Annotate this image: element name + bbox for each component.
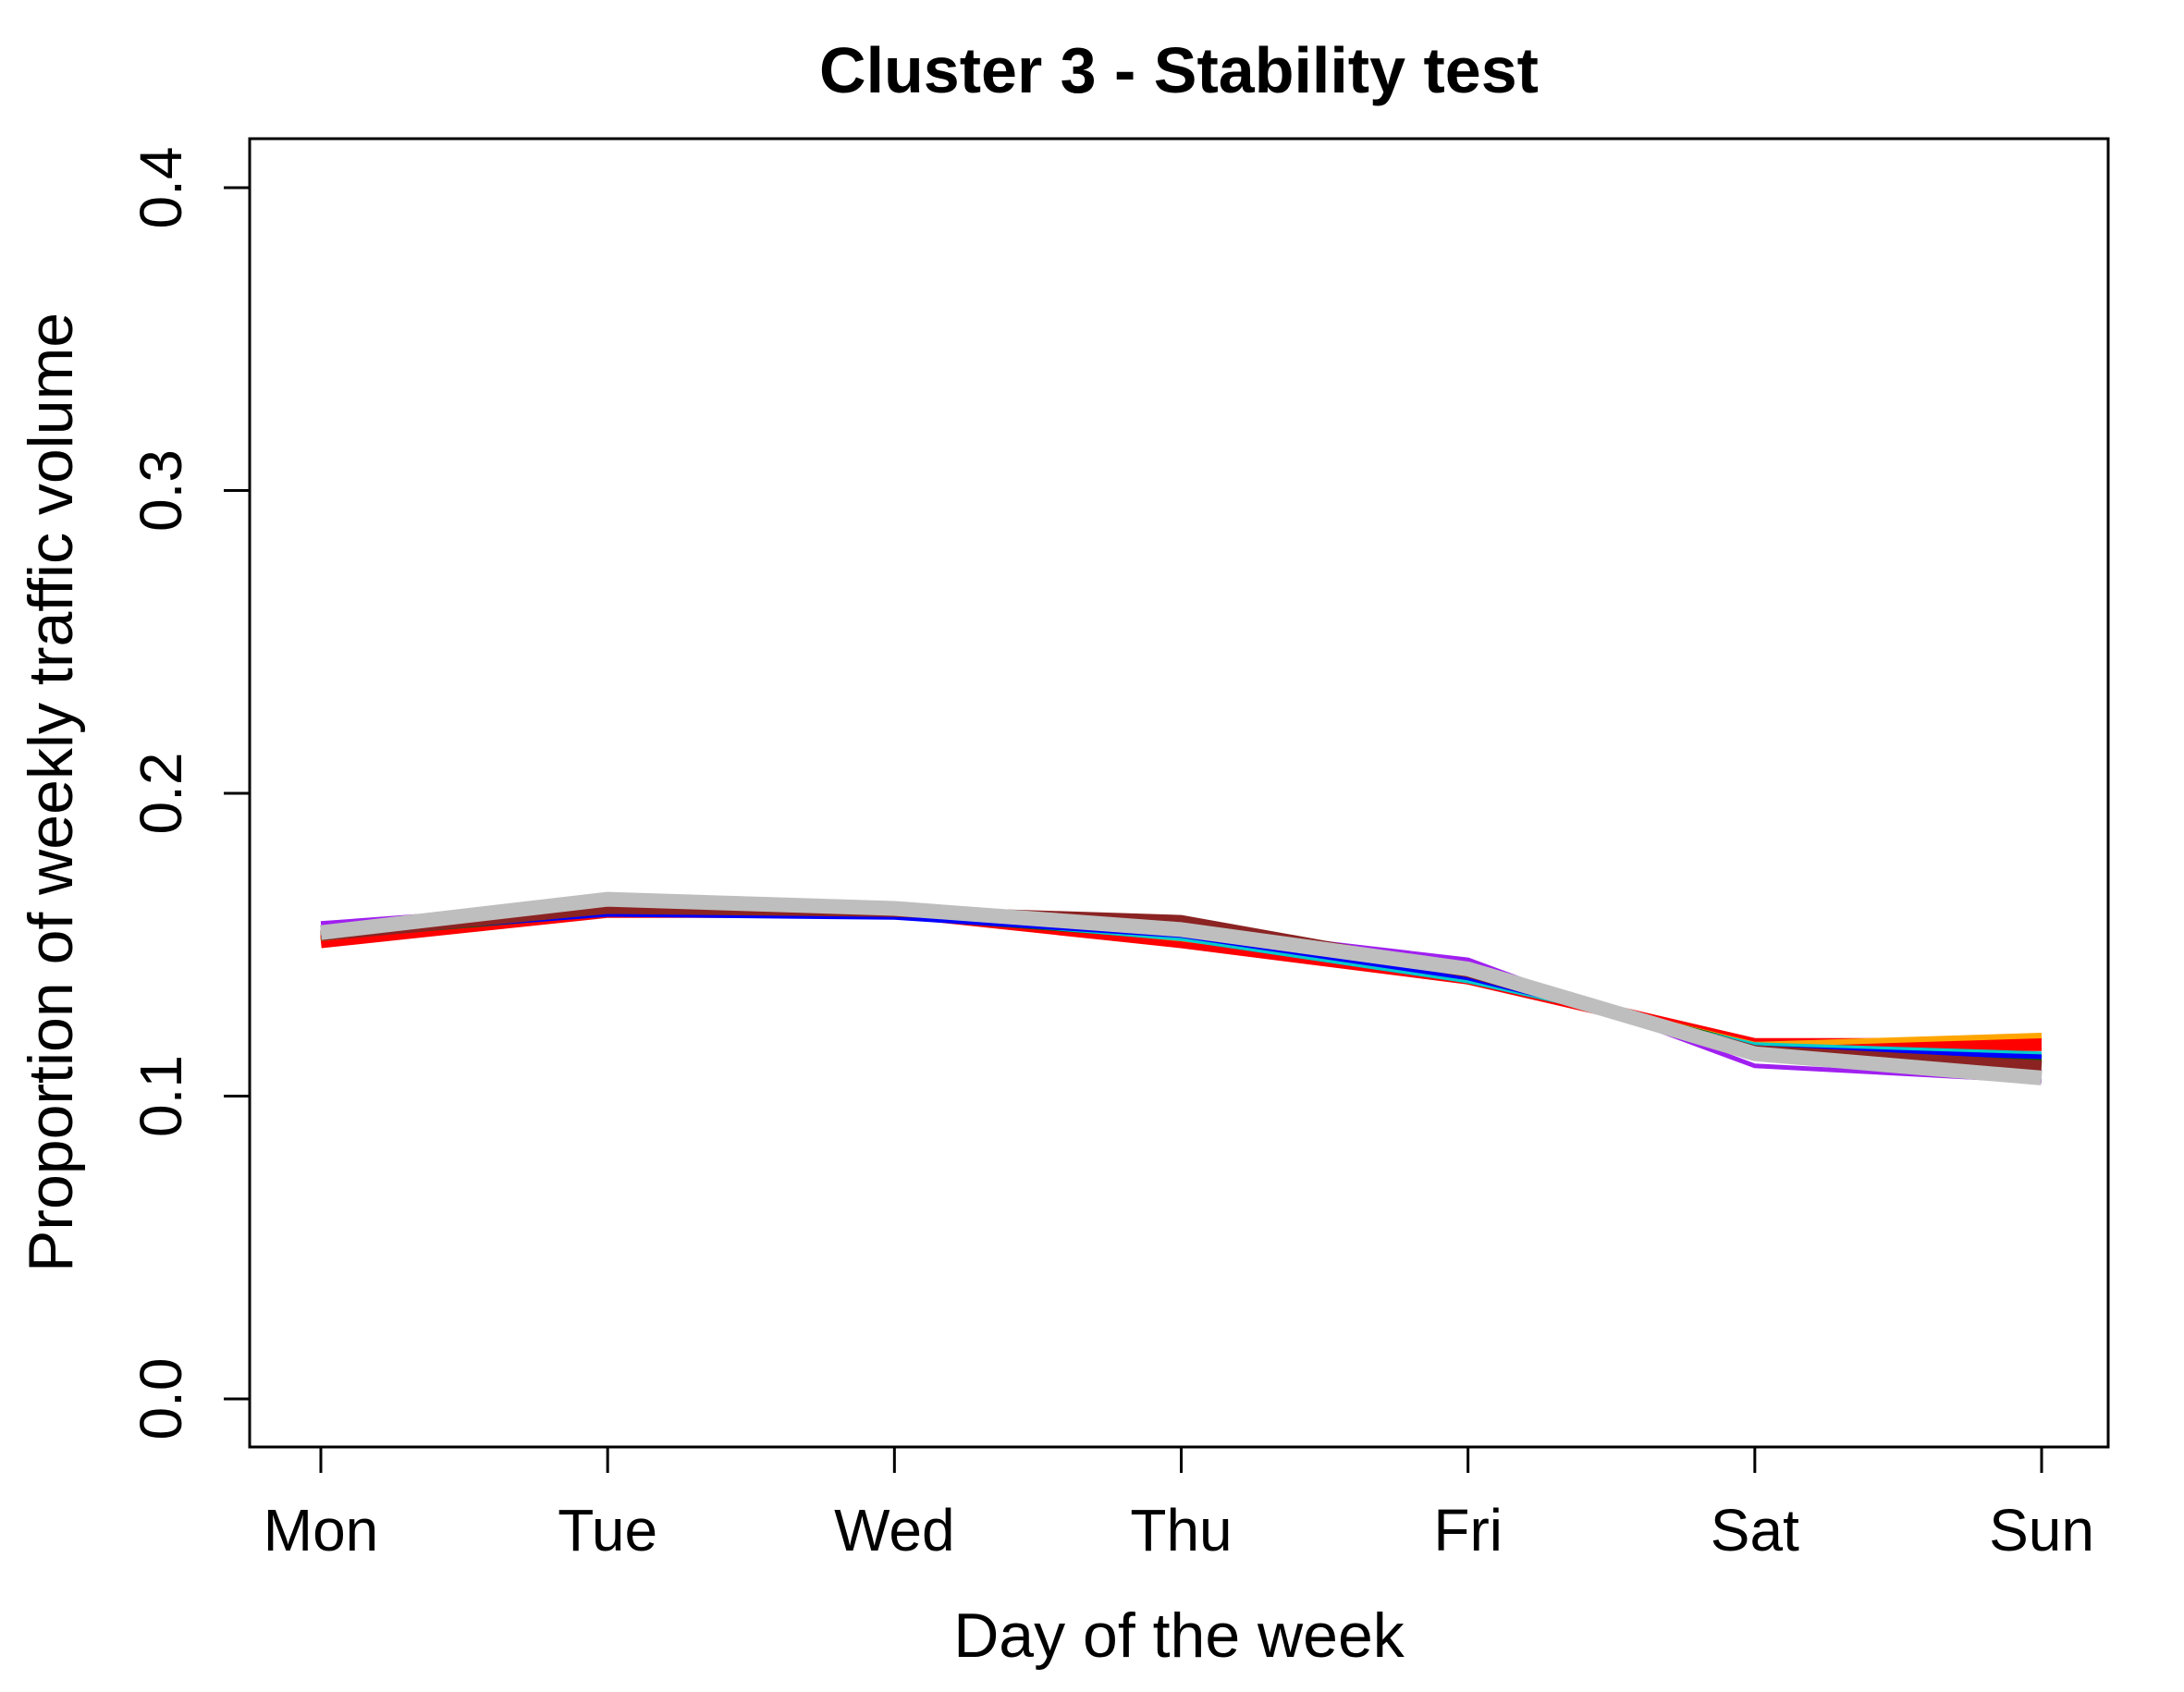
x-tick-label: Wed — [834, 1497, 954, 1563]
y-tick-label: 0.1 — [128, 1055, 194, 1137]
x-axis: Mon Tue Wed Thu Fri Sat Sun — [264, 1445, 2094, 1563]
y-tick-label: 0.0 — [128, 1358, 194, 1441]
x-tick-label: Sun — [1989, 1497, 2094, 1563]
y-tick-label: 0.4 — [128, 147, 194, 229]
plot-frame — [248, 137, 2110, 1449]
chart-title: Cluster 3 - Stability test — [819, 34, 1539, 106]
series-lines — [320, 891, 2043, 1085]
x-tick-label: Thu — [1130, 1497, 1232, 1563]
y-tick-label: 0.2 — [128, 753, 194, 835]
series-line — [320, 891, 2043, 1085]
y-tick-label: 0.3 — [128, 449, 194, 532]
y-axis-title: Proportion of weekly traffic volume — [16, 313, 86, 1272]
x-tick-label: Fri — [1433, 1497, 1503, 1563]
x-tick-label: Tue — [558, 1497, 657, 1563]
y-axis: 0.0 0.1 0.2 0.3 0.4 — [128, 147, 252, 1441]
x-tick-label: Sat — [1711, 1497, 1799, 1563]
x-tick-label: Mon — [264, 1497, 379, 1563]
x-axis-title: Day of the week — [953, 1600, 1405, 1671]
